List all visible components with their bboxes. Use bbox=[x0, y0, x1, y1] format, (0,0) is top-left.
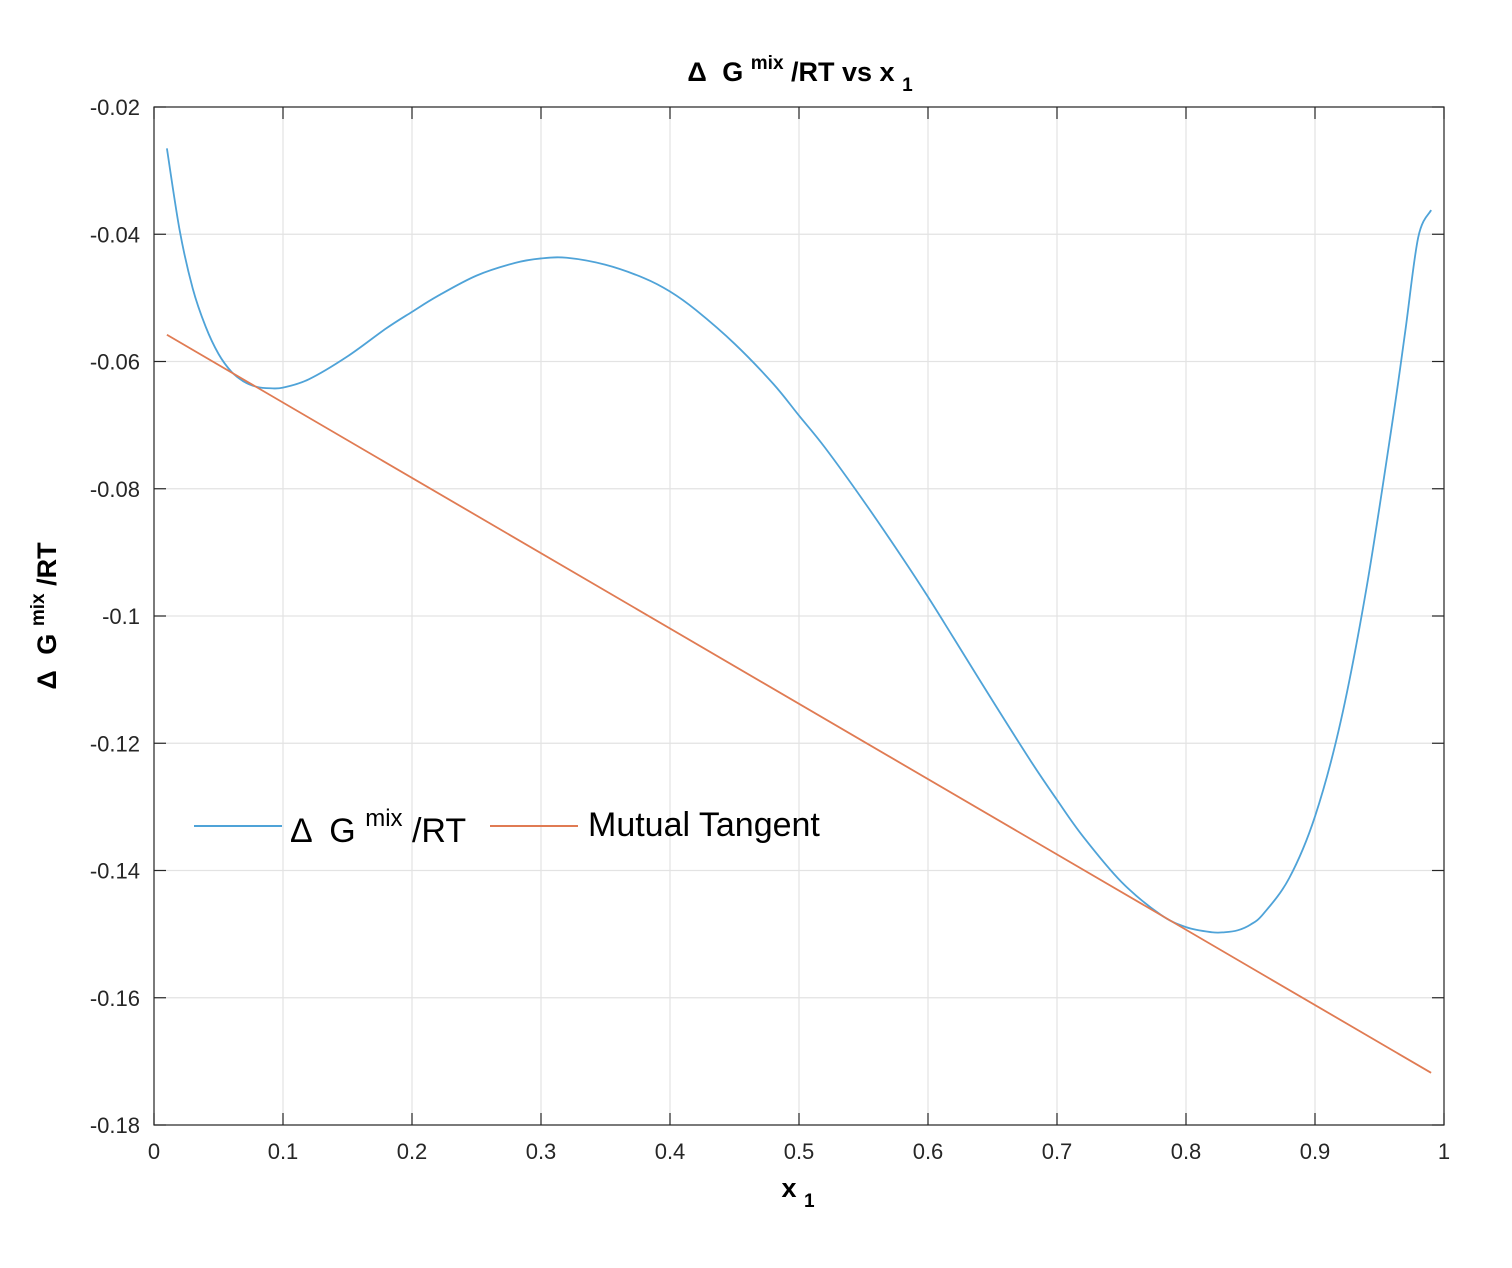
legend-label-mutual-tangent: Mutual Tangent bbox=[588, 806, 820, 844]
x-tick-label: 0.5 bbox=[784, 1139, 815, 1164]
y-tick-label: -0.08 bbox=[90, 477, 140, 502]
x-axis-title: x 1 bbox=[781, 1173, 815, 1212]
y-axis-title-rest: /RT bbox=[32, 542, 62, 586]
x-tick-label: 0.4 bbox=[655, 1139, 686, 1164]
legend-label-delta: Δ bbox=[290, 812, 312, 850]
legend-label-g: G bbox=[329, 812, 355, 850]
title-g: G bbox=[722, 57, 743, 87]
y-axis-title-g: G bbox=[32, 634, 62, 655]
title-rest: /RT vs x bbox=[791, 57, 895, 87]
y-axis-title: Δ G mix /RT bbox=[20, 542, 62, 690]
x-tick-label: 0.3 bbox=[526, 1139, 557, 1164]
series-line-mutual-tangent bbox=[166, 334, 1432, 1074]
x-tick-label: 0.8 bbox=[1171, 1139, 1202, 1164]
y-tick-label: -0.1 bbox=[102, 604, 140, 629]
y-axis-title-delta: Δ bbox=[32, 670, 62, 689]
x-tick-label: 1 bbox=[1438, 1139, 1450, 1164]
x-axis-title-main: x bbox=[781, 1173, 796, 1203]
x-axis-title-subscript: 1 bbox=[804, 1191, 815, 1212]
chart-title: Δ G mix /RT vs x 1 bbox=[687, 45, 913, 96]
series-lines bbox=[166, 148, 1432, 1074]
x-tick-label: 0.7 bbox=[1042, 1139, 1073, 1164]
x-tick-label: 0.9 bbox=[1300, 1139, 1331, 1164]
y-tick-label: -0.02 bbox=[90, 95, 140, 120]
legend-label-delta-g-mix: Δ G mix /RT bbox=[290, 796, 466, 850]
series-line-delta-g-mix bbox=[166, 148, 1432, 934]
y-tick-label: -0.06 bbox=[90, 350, 140, 375]
legend: Δ G mix /RT Mutual Tangent bbox=[194, 796, 820, 850]
ticks: 0 0.1 0.2 0.3 0.4 0.5 0.6 0.7 0.8 0.9 1 -0.18 -0.16 -… bbox=[90, 95, 1450, 1164]
y-tick-label: -0.14 bbox=[90, 859, 140, 884]
title-delta: Δ bbox=[687, 57, 706, 87]
legend-label-rest: /RT bbox=[412, 812, 466, 850]
legend-label-superscript: mix bbox=[365, 805, 402, 832]
x-tick-label: 0 bbox=[148, 1139, 160, 1164]
x-tick-label: 0.6 bbox=[913, 1139, 944, 1164]
y-tick-label: -0.18 bbox=[90, 1113, 140, 1138]
y-axis-title-superscript: mix bbox=[28, 593, 49, 626]
x-tick-label: 0.2 bbox=[397, 1139, 428, 1164]
title-subscript: 1 bbox=[902, 75, 913, 96]
grid bbox=[153, 106, 1445, 1126]
y-tick-label: -0.16 bbox=[90, 986, 140, 1011]
title-superscript: mix bbox=[751, 53, 784, 74]
y-tick-label: -0.12 bbox=[90, 731, 140, 756]
y-tick-label: -0.04 bbox=[90, 222, 140, 247]
x-tick-label: 0.1 bbox=[268, 1139, 299, 1164]
